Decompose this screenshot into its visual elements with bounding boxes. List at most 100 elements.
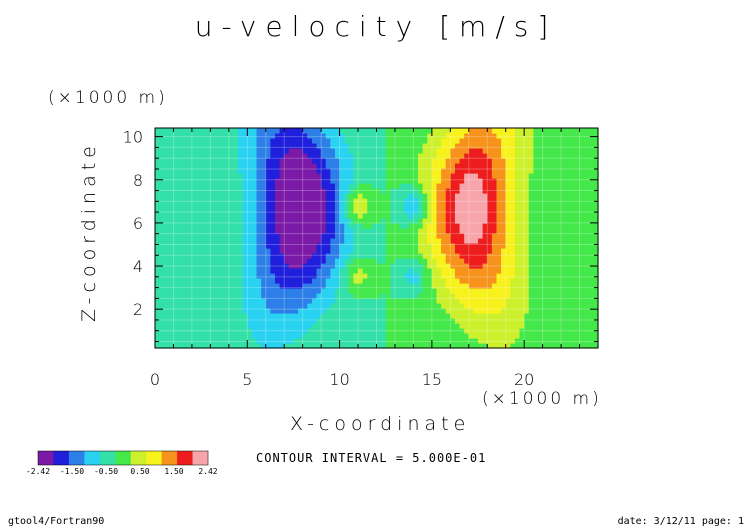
field-cell [293, 213, 299, 219]
field-cell [561, 238, 567, 244]
field-cell [159, 343, 165, 349]
field-cell [164, 263, 170, 269]
field-cell [551, 208, 558, 214]
field-cell [464, 168, 470, 174]
field-cell [247, 183, 253, 189]
field-cell [376, 308, 382, 314]
field-cell [510, 343, 516, 349]
field-cell [454, 253, 461, 259]
field-cell [288, 303, 295, 309]
field-cell [496, 288, 502, 294]
field-cell [307, 223, 313, 229]
field-cell [408, 278, 415, 284]
field-cell [584, 233, 590, 239]
field-cell [514, 333, 521, 339]
field-cell [238, 243, 244, 249]
field-cell [542, 198, 548, 204]
field-cell [454, 293, 461, 299]
field-cell [371, 203, 378, 209]
field-cell [519, 273, 525, 279]
field-cell [376, 173, 382, 179]
field-cell [482, 218, 488, 224]
field-cell [579, 258, 585, 264]
field-cell [390, 248, 396, 254]
field-cell [214, 323, 221, 329]
field-cell [242, 283, 248, 289]
field-cell [584, 313, 590, 319]
field-cell [528, 173, 534, 179]
field-cell [547, 213, 553, 219]
field-cell [524, 223, 530, 229]
field-cell [173, 148, 179, 154]
field-cell [450, 283, 456, 289]
field-cell [311, 263, 318, 269]
field-cell [454, 248, 461, 254]
field-cell [228, 228, 235, 234]
field-cell [510, 138, 516, 144]
field-cell [413, 338, 419, 344]
field-cell [348, 188, 355, 194]
field-cell [551, 193, 558, 199]
field-cell [238, 253, 244, 259]
field-cell [579, 243, 585, 249]
field-cell [279, 128, 285, 134]
field-cell [238, 268, 244, 274]
field-cell [265, 328, 271, 334]
field-cell [325, 178, 331, 184]
field-cell [505, 193, 511, 199]
field-cell [496, 323, 502, 329]
field-cell [556, 188, 562, 194]
field-cell [468, 158, 475, 164]
field-cell [473, 188, 479, 194]
field-cell [482, 153, 488, 159]
field-cell [473, 178, 479, 184]
field-cell [574, 173, 581, 179]
field-cell [538, 268, 544, 274]
field-cell [445, 203, 451, 209]
field-cell [542, 153, 548, 159]
field-cell [501, 243, 507, 249]
field-cell [168, 323, 175, 329]
field-cell [298, 278, 304, 284]
field-cell [325, 173, 331, 179]
field-cell [505, 198, 511, 204]
field-cell [205, 293, 211, 299]
field-cell [533, 128, 539, 134]
field-cell [478, 203, 484, 209]
field-cell [570, 218, 576, 224]
field-cell [307, 208, 313, 214]
field-cell [519, 283, 525, 289]
field-cell [510, 273, 516, 279]
field-cell [565, 258, 571, 264]
field-cell [376, 133, 382, 139]
field-cell [482, 138, 488, 144]
field-cell [441, 303, 447, 309]
field-cell [408, 238, 415, 244]
field-cell [468, 278, 475, 284]
field-cell [214, 293, 221, 299]
field-cell [279, 318, 285, 324]
field-cell [238, 138, 244, 144]
field-cell [524, 243, 530, 249]
field-cell [302, 213, 308, 219]
field-cell [233, 143, 239, 149]
field-cell [404, 183, 410, 189]
field-cell [353, 218, 359, 224]
field-cell [367, 168, 373, 174]
field-cell [413, 213, 419, 219]
field-cell [487, 198, 493, 204]
field-cell [228, 158, 235, 164]
field-cell [473, 278, 479, 284]
field-cell [551, 243, 558, 249]
field-cell [524, 233, 530, 239]
field-cell [385, 153, 391, 159]
field-cell [418, 298, 424, 304]
field-cell [454, 313, 461, 319]
field-cell [228, 233, 235, 239]
field-cell [413, 133, 419, 139]
field-cell [510, 193, 516, 199]
field-cell [224, 323, 230, 329]
field-cell [413, 318, 419, 324]
field-cell [173, 298, 179, 304]
field-cell [191, 168, 198, 174]
